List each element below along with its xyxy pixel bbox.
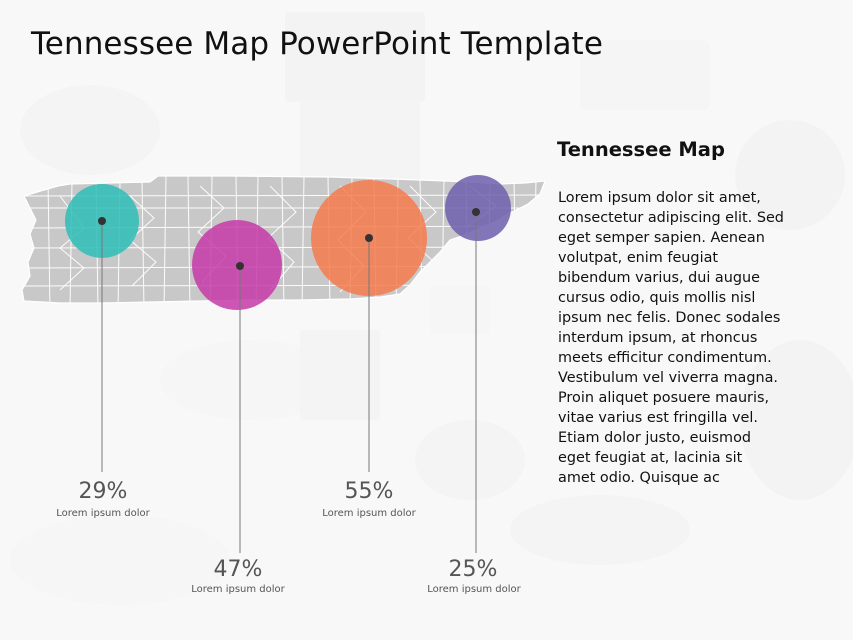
body-line: bibendum varius, dui augue bbox=[558, 270, 760, 286]
stat-value-1: 29% bbox=[78, 479, 128, 504]
body-line: eget semper sapien. Aenean bbox=[558, 230, 765, 246]
stat-value-3: 55% bbox=[344, 479, 394, 504]
body-line: interdum ipsum, at rhoncus bbox=[558, 330, 758, 346]
marker-dot-1 bbox=[98, 217, 106, 225]
body-line: consectetur adipiscing elit. Sed bbox=[558, 210, 784, 226]
side-panel-body: Lorem ipsum dolor sit amet, consectetur … bbox=[558, 188, 820, 488]
marker-dot-4 bbox=[472, 208, 480, 216]
side-panel-heading: Tennessee Map bbox=[557, 138, 725, 161]
marker-dot-3 bbox=[365, 234, 373, 242]
body-line: amet odio. Quisque ac bbox=[558, 470, 720, 486]
stat-value-4: 25% bbox=[448, 557, 498, 582]
body-line: vitae varius est fringilla vel. bbox=[558, 410, 758, 426]
body-line: volutpat, enim feugiat bbox=[558, 250, 719, 266]
marker-dot-2 bbox=[236, 262, 244, 270]
stat-caption-2: Lorem ipsum dolor bbox=[191, 584, 285, 595]
stat-caption-1: Lorem ipsum dolor bbox=[56, 508, 150, 519]
stat-caption-4: Lorem ipsum dolor bbox=[427, 584, 521, 595]
body-line: cursus odio, quis mollis nisl bbox=[558, 290, 756, 306]
slide-title: Tennessee Map PowerPoint Template bbox=[31, 26, 603, 62]
body-line: Etiam dolor justo, euismod bbox=[558, 430, 752, 446]
body-line: Vestibulum vel viverra magna. bbox=[558, 370, 778, 386]
body-line: Proin aliquet posuere mauris, bbox=[558, 390, 770, 406]
marker-circle-4 bbox=[445, 175, 511, 241]
body-line: meets efficitur condimentum. bbox=[558, 350, 772, 366]
stat-caption-3: Lorem ipsum dolor bbox=[322, 508, 416, 519]
body-line: ipsum nec felis. Donec sodales bbox=[558, 310, 781, 326]
body-line: eget feugiat at, lacinia sit bbox=[558, 450, 743, 466]
stat-value-2: 47% bbox=[213, 557, 263, 582]
body-line: Lorem ipsum dolor sit amet, bbox=[558, 190, 761, 206]
